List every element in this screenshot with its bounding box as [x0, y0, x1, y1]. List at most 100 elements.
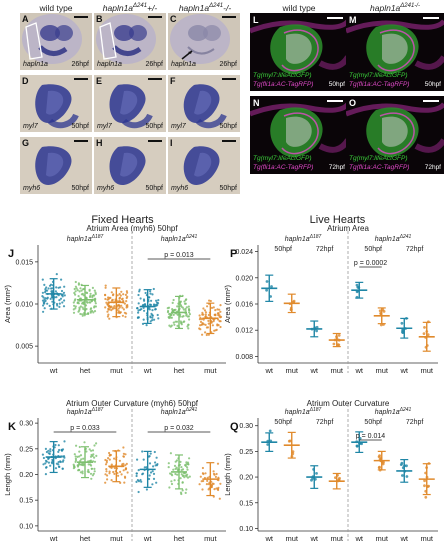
data-point	[270, 285, 273, 288]
data-point	[74, 459, 78, 462]
data-point	[201, 488, 204, 491]
data-point	[85, 300, 88, 303]
data-point	[219, 325, 222, 329]
data-point	[155, 481, 158, 484]
data-point	[176, 324, 179, 327]
y-tick-label: 0.15	[239, 500, 253, 507]
data-point	[167, 462, 170, 465]
data-point	[50, 287, 53, 290]
stage-label: 50hpf	[274, 246, 292, 253]
heart-stain-image	[94, 75, 166, 132]
data-point	[155, 464, 159, 467]
data-point	[86, 470, 89, 473]
data-point	[184, 491, 187, 494]
scale-bar	[74, 16, 88, 18]
data-point	[405, 475, 409, 478]
data-point	[315, 472, 318, 475]
data-point	[57, 461, 60, 464]
fluor-panel-o: O Tg(myl7:lifeActGFP) Tg(fli1a:AC-TagRFP…	[346, 96, 444, 174]
transgene-magenta-label: Tg(fli1a:AC-TagRFP)	[349, 81, 410, 88]
data-point	[378, 309, 382, 313]
data-point	[63, 299, 66, 302]
data-point	[172, 321, 175, 324]
confocal-heart-image	[346, 13, 444, 91]
data-point	[180, 323, 183, 326]
data-point	[51, 300, 54, 303]
data-point	[78, 455, 81, 458]
data-point	[57, 450, 60, 453]
data-point	[91, 286, 94, 289]
x-tick-label: wt	[265, 366, 274, 375]
data-point	[179, 477, 182, 480]
data-point	[149, 292, 152, 295]
data-point	[188, 475, 191, 478]
data-point	[91, 294, 94, 298]
data-point	[45, 460, 48, 463]
data-point	[58, 305, 61, 308]
x-tick-label: mut	[204, 534, 217, 543]
data-point	[141, 472, 145, 475]
data-point	[44, 462, 47, 465]
data-point	[95, 454, 98, 457]
data-point	[207, 333, 210, 336]
data-point	[60, 449, 64, 452]
data-point	[179, 304, 183, 307]
data-point	[181, 474, 184, 477]
scale-bar	[423, 100, 439, 102]
data-point	[204, 313, 207, 316]
data-point	[201, 311, 204, 314]
data-point	[42, 304, 45, 307]
data-point	[77, 468, 80, 471]
stage-label: 50hpf	[364, 246, 382, 253]
data-point	[138, 288, 141, 291]
data-point	[81, 302, 84, 305]
data-point	[118, 292, 121, 296]
transgene-green-label: Tg(myl7:lifeActGFP)	[253, 155, 312, 162]
data-point	[151, 293, 154, 296]
data-point	[44, 473, 48, 476]
data-point	[175, 459, 178, 462]
data-point	[58, 448, 61, 452]
data-point	[216, 462, 220, 465]
ish-panel-c: C hapln1a 26hpf	[168, 13, 240, 70]
data-point	[217, 312, 220, 315]
data-point	[173, 479, 176, 482]
data-point	[181, 468, 185, 471]
data-point	[41, 291, 45, 294]
data-point	[141, 450, 144, 453]
data-point	[182, 308, 185, 311]
data-point	[117, 474, 120, 477]
panel-letter: D	[22, 76, 29, 86]
data-point	[154, 461, 157, 464]
panel-letter: I	[170, 138, 173, 148]
data-point	[47, 452, 50, 455]
data-point	[213, 488, 216, 491]
data-point	[422, 332, 426, 335]
data-point	[201, 466, 204, 470]
transgene-green-label: Tg(myl7:lifeActGFP)	[349, 155, 408, 162]
data-point	[167, 306, 171, 309]
stage-label: 50hpf	[328, 81, 345, 88]
data-point	[204, 331, 207, 334]
data-point	[113, 457, 116, 460]
stage-label: 50hpf	[219, 123, 237, 130]
y-tick-label: 0.30	[239, 423, 253, 430]
data-point	[78, 445, 81, 449]
data-point	[73, 466, 76, 469]
data-point	[117, 311, 120, 314]
data-point	[206, 479, 209, 482]
data-point	[55, 462, 59, 465]
data-point	[77, 310, 80, 313]
data-point	[83, 441, 86, 444]
data-point	[207, 313, 210, 317]
data-point	[89, 308, 92, 311]
data-point	[187, 463, 190, 466]
data-point	[137, 316, 140, 319]
x-tick-label: wt	[143, 534, 152, 543]
y-axis-label: Length (mm)	[3, 453, 12, 496]
data-point	[110, 466, 113, 469]
data-point	[183, 300, 186, 303]
group-label: hapln1aΔ187	[285, 234, 322, 243]
